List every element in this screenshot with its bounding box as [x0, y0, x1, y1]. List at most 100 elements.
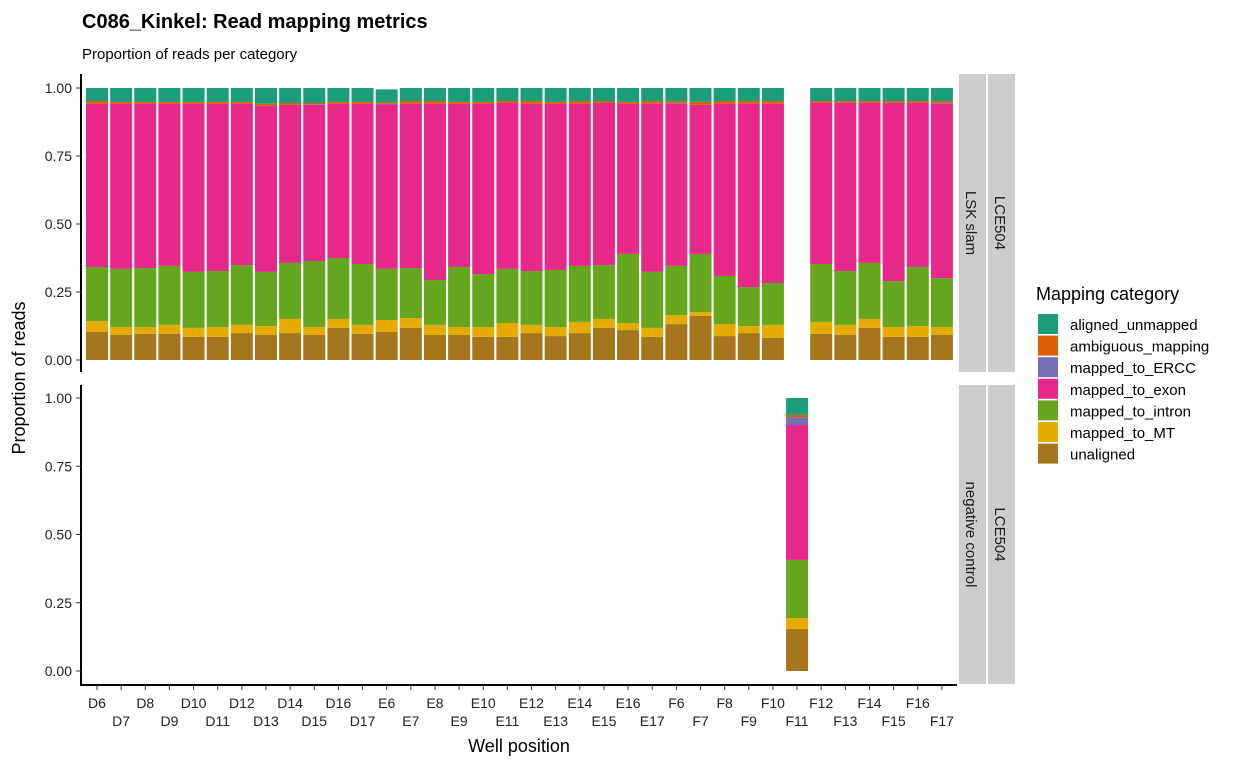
- bar-segment-E9-ambiguous_mapping: [448, 101, 471, 104]
- x-tick-label: F17: [930, 713, 954, 729]
- bar-segment-D6-aligned_unmapped: [86, 88, 108, 102]
- bar-segment-D16-mapped_to_exon: [327, 103, 350, 258]
- bar-segment-E6-unaligned: [375, 331, 398, 360]
- legend-label-mapped_to_ERCC: mapped_to_ERCC: [1070, 360, 1196, 377]
- x-tick-label: F10: [761, 695, 785, 711]
- bar-segment-D6-mapped_to_intron: [86, 266, 108, 322]
- bar-segment-F15-unaligned: [882, 336, 905, 360]
- bar-segment-F15-aligned_unmapped: [882, 88, 905, 102]
- bar-segment-F7-mapped_to_intron: [689, 253, 712, 313]
- bar-segment-F6-mapped_to_MT: [665, 315, 688, 325]
- bar-segment-F9-ambiguous_mapping: [737, 101, 760, 104]
- x-tick-label: D11: [205, 713, 230, 729]
- y-tick-label: 0.75: [45, 458, 72, 474]
- x-tick-label: E14: [567, 695, 592, 711]
- bar-segment-F17-aligned_unmapped: [930, 88, 953, 102]
- bar-segment-E14-mapped_to_exon: [568, 103, 591, 266]
- x-tick-label: F7: [692, 713, 709, 729]
- bar-segment-D8-ambiguous_mapping: [134, 101, 157, 104]
- bar-segment-F6-mapped_to_exon: [665, 103, 688, 266]
- legend: Mapping category aligned_unmappedambiguo…: [1036, 284, 1209, 464]
- bar-segment-F15-mapped_to_MT: [882, 327, 905, 337]
- bar-segment-D8-mapped_to_intron: [134, 268, 157, 328]
- y-tick-label: 0.00: [45, 352, 72, 368]
- x-tick-label: D16: [326, 695, 352, 711]
- bar-segment-D7-aligned_unmapped: [110, 88, 133, 102]
- bar-segment-F14-mapped_to_MT: [858, 318, 881, 328]
- bar-segment-E11-aligned_unmapped: [496, 88, 519, 102]
- x-tick-label: E11: [495, 713, 519, 729]
- bar-segment-D11-aligned_unmapped: [206, 88, 229, 102]
- bar-segment-D13-unaligned: [254, 334, 277, 360]
- bar-segment-E13-aligned_unmapped: [544, 88, 567, 102]
- bar-segment-F17-mapped_to_ERCC: [930, 102, 953, 104]
- bar-segment-F14-aligned_unmapped: [858, 88, 881, 102]
- bar-segment-E8-unaligned: [423, 334, 446, 360]
- bar-segment-E16-mapped_to_intron: [617, 253, 640, 324]
- bar-segment-E6-mapped_to_exon: [375, 104, 398, 269]
- bar-segment-E13-mapped_to_intron: [544, 269, 567, 328]
- bar-segment-D8-aligned_unmapped: [134, 88, 157, 102]
- bar-segment-E6-aligned_unmapped: [375, 89, 398, 103]
- bar-segment-D12-mapped_to_exon: [230, 103, 253, 266]
- x-tick-label: F15: [882, 713, 906, 729]
- bar-segment-F8-mapped_to_exon: [713, 103, 736, 276]
- x-tick-label: E16: [616, 695, 641, 711]
- bar-segment-F7-mapped_to_MT: [689, 312, 712, 316]
- bar-segment-F13-ambiguous_mapping: [834, 101, 857, 103]
- bar-segment-D16-aligned_unmapped: [327, 88, 350, 102]
- bar-segment-F16-ambiguous_mapping: [906, 101, 929, 103]
- bar-segment-D10-aligned_unmapped: [182, 88, 205, 102]
- bar-segment-E11-unaligned: [496, 336, 519, 360]
- x-tick-label: E12: [519, 695, 544, 711]
- bar-segment-D7-mapped_to_intron: [110, 268, 133, 328]
- bar-segment-F7-mapped_to_exon: [689, 104, 712, 254]
- bar-segment-E7-mapped_to_MT: [399, 318, 422, 328]
- bar-segment-E14-mapped_to_intron: [568, 265, 591, 322]
- bar-segment-D17-ambiguous_mapping: [351, 101, 374, 104]
- bar-segment-D10-mapped_to_MT: [182, 327, 205, 337]
- bar-segment-F12-ambiguous_mapping: [810, 101, 833, 103]
- bar-segment-E6-mapped_to_MT: [375, 320, 398, 332]
- bar-segment-D7-mapped_to_MT: [110, 327, 133, 335]
- bar-segment-D17-unaligned: [351, 333, 374, 360]
- bar-segment-D9-mapped_to_intron: [158, 265, 181, 325]
- x-tick-label: D14: [277, 695, 303, 711]
- bar-segment-D7-unaligned: [110, 334, 133, 360]
- bar-segment-D9-aligned_unmapped: [158, 88, 181, 102]
- bar-segment-F11-mapped_to_ERCC: [786, 417, 809, 426]
- bar-segment-E12-mapped_to_MT: [520, 324, 543, 334]
- bar-segment-F10-mapped_to_intron: [761, 283, 784, 325]
- legend-key-mapped_to_intron: [1038, 400, 1058, 421]
- x-tick-label: E10: [471, 695, 496, 711]
- bar-segment-E8-mapped_to_intron: [423, 280, 446, 325]
- bar-segment-F9-aligned_unmapped: [737, 88, 760, 102]
- bar-segment-E10-aligned_unmapped: [472, 88, 495, 102]
- x-tick-label: D6: [88, 695, 106, 711]
- y-tick-label: 0.75: [45, 148, 72, 164]
- bar-segment-D11-unaligned: [206, 336, 229, 360]
- bar-segment-E15-mapped_to_exon: [592, 102, 615, 266]
- bar-segment-E7-aligned_unmapped: [399, 88, 422, 102]
- bar-segment-E15-unaligned: [592, 327, 615, 360]
- bar-segment-E11-mapped_to_MT: [496, 323, 519, 337]
- bar-segment-D12-mapped_to_intron: [230, 265, 253, 325]
- bar-segment-E11-ambiguous_mapping: [496, 101, 519, 103]
- bar-segment-E9-mapped_to_MT: [448, 327, 471, 335]
- bar-segment-F6-mapped_to_intron: [665, 265, 688, 316]
- bar-segment-E12-aligned_unmapped: [520, 88, 543, 102]
- bar-segment-E10-mapped_to_exon: [472, 103, 495, 275]
- bar-segment-E8-mapped_to_MT: [423, 324, 446, 335]
- bar-segment-E8-ambiguous_mapping: [423, 101, 446, 104]
- bar-segment-D15-mapped_to_exon: [303, 104, 326, 261]
- bar-segment-F16-mapped_to_intron: [906, 266, 929, 326]
- bar-segment-E17-aligned_unmapped: [641, 88, 664, 102]
- bar-segment-E9-mapped_to_intron: [448, 266, 471, 328]
- bar-segment-F6-unaligned: [665, 324, 688, 360]
- bar-segment-D17-aligned_unmapped: [351, 88, 374, 102]
- bar-segment-D8-mapped_to_MT: [134, 327, 157, 334]
- bar-segment-D10-ambiguous_mapping: [182, 101, 205, 104]
- x-tick-label: E8: [426, 695, 443, 711]
- bar-segment-D15-ambiguous_mapping: [303, 102, 326, 105]
